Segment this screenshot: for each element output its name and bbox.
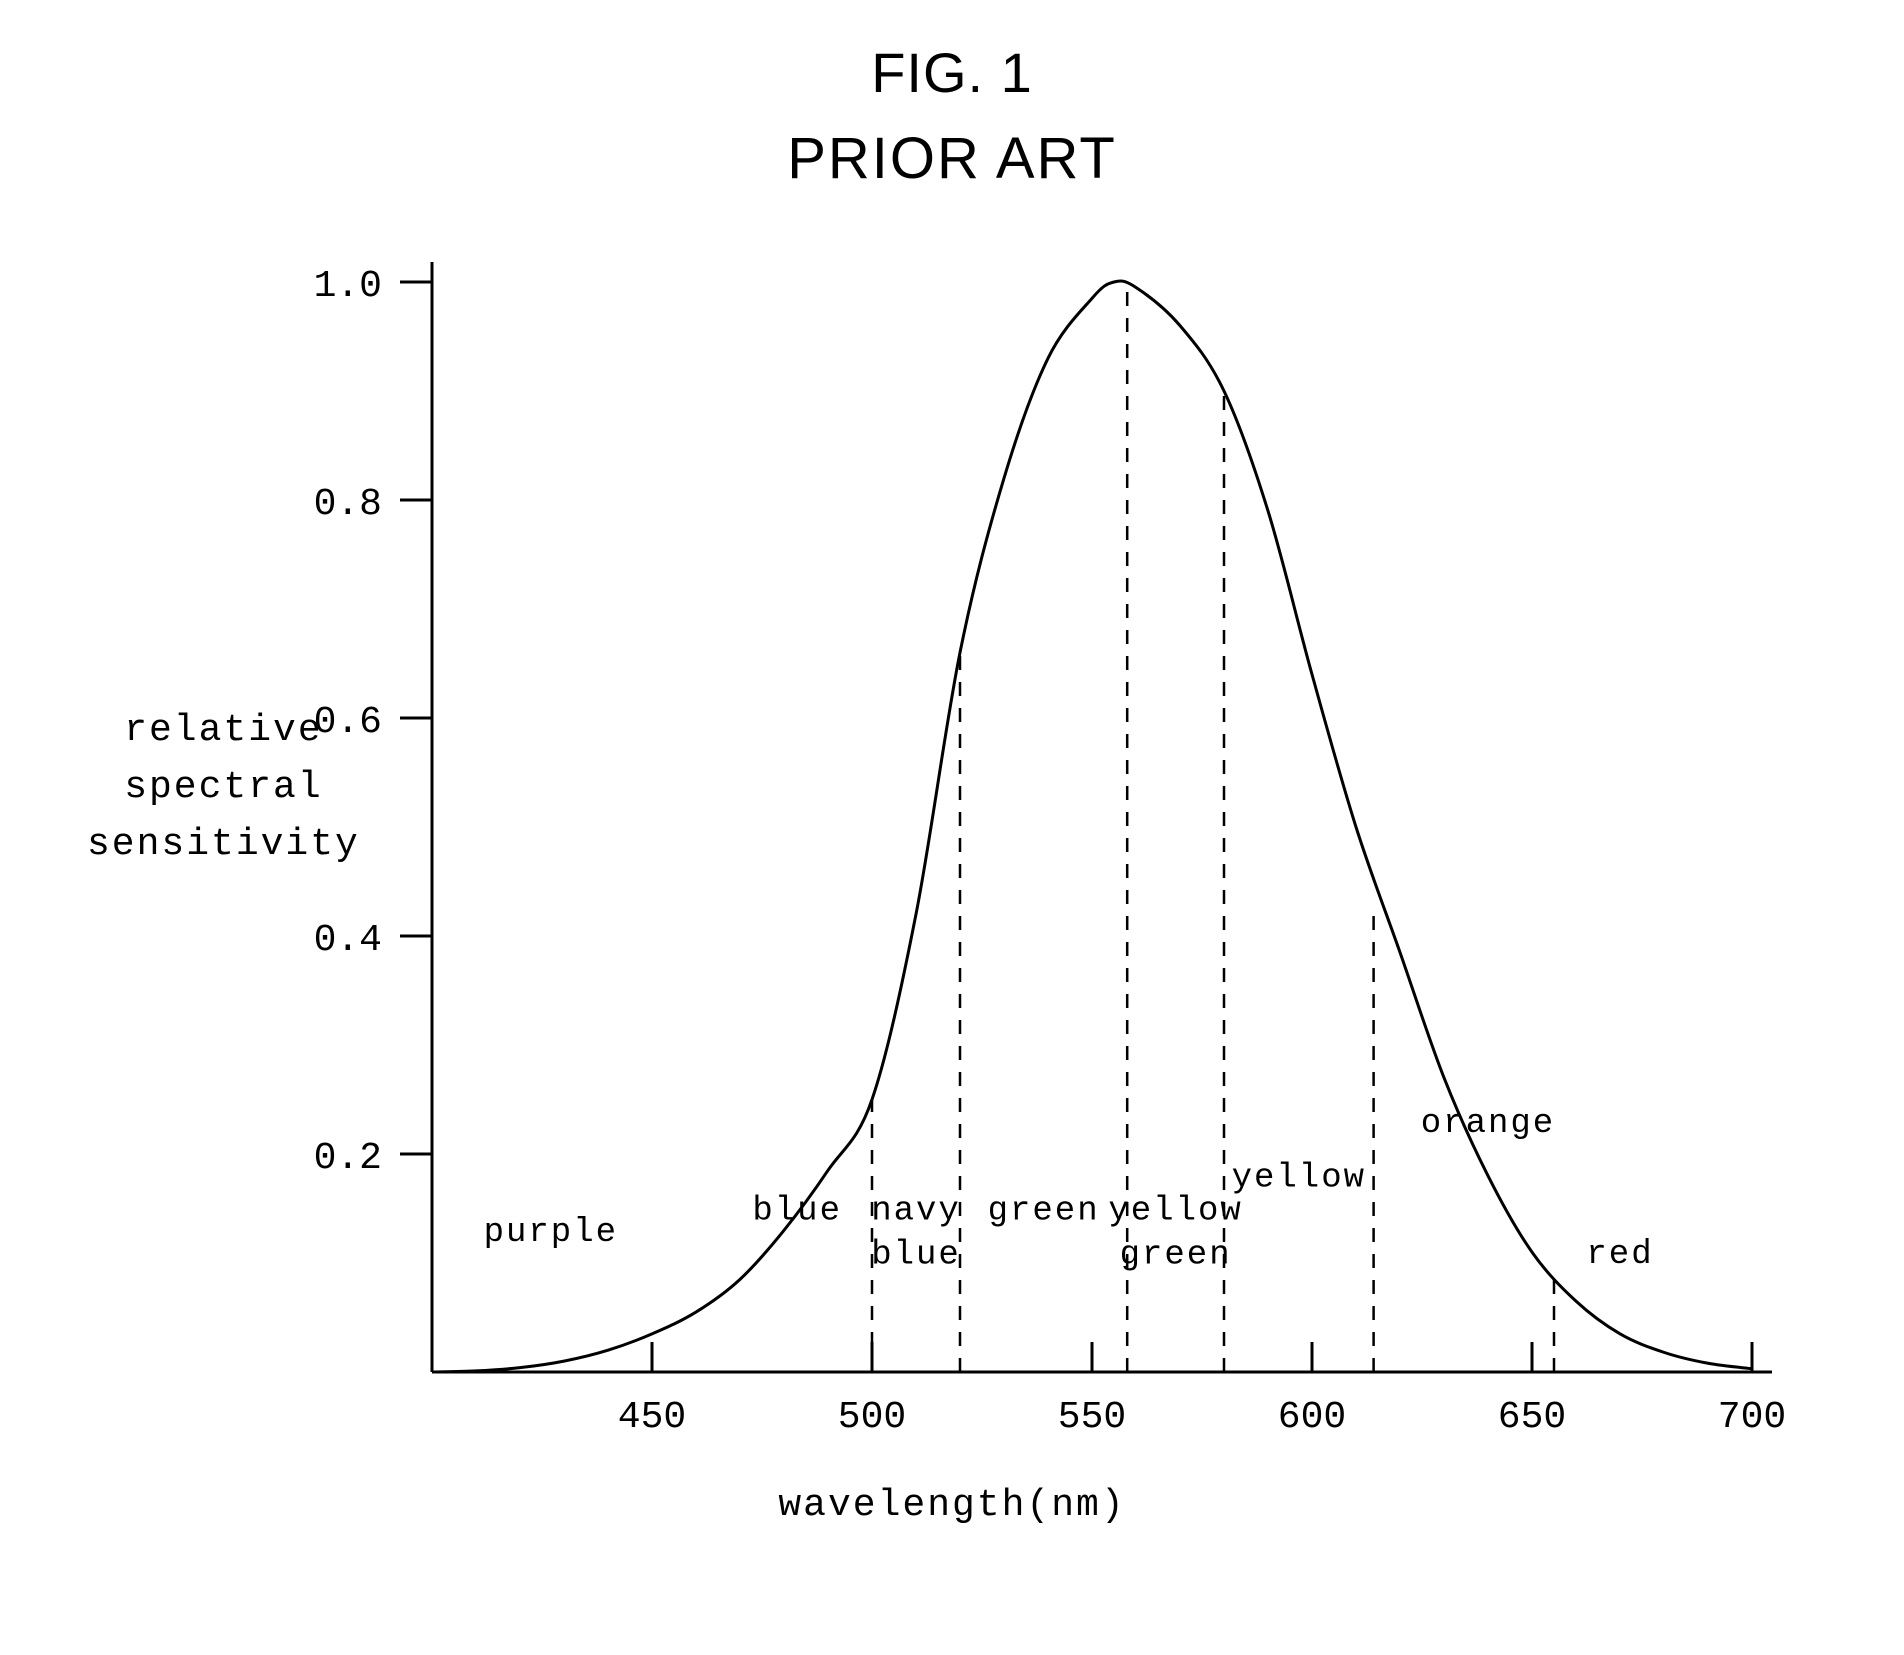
x-axis-label: wavelength(nm) [778,1484,1125,1527]
region-label: navy [871,1192,961,1230]
figure-number: FIG. 1 [40,40,1864,105]
figure-subtitle: PRIOR ART [40,125,1864,192]
region-label: green [988,1192,1100,1230]
y-axis-label-line2: spectral [87,759,360,816]
region-label: red [1586,1236,1653,1274]
region-label: orange [1421,1105,1555,1143]
y-axis-label-line3: sensitivity [87,816,360,873]
figure-container: FIG. 1 PRIOR ART relative spectral sensi… [40,40,1864,1615]
y-tick-label: 0.8 [314,483,382,526]
region-label: green [1120,1236,1232,1274]
x-tick-label: 550 [1058,1396,1126,1439]
region-label: yellow [1232,1160,1366,1198]
x-tick-label: 700 [1718,1396,1786,1439]
region-label: blue [752,1192,842,1230]
region-label: yellow [1108,1192,1242,1230]
title-block: FIG. 1 PRIOR ART [40,40,1864,192]
x-tick-label: 500 [838,1396,906,1439]
y-axis-label-line1: relative [87,702,360,759]
y-tick-label: 1.0 [314,265,382,308]
region-label: purple [484,1214,618,1252]
x-tick-label: 650 [1498,1396,1566,1439]
y-tick-label: 0.4 [314,919,382,962]
x-tick-label: 450 [618,1396,686,1439]
x-tick-label: 600 [1278,1396,1346,1439]
y-axis-label: relative spectral sensitivity [87,702,360,873]
chart-wrapper: relative spectral sensitivity 0.20.40.60… [102,242,1802,1542]
y-tick-label: 0.2 [314,1137,382,1180]
region-label: blue [871,1236,961,1274]
